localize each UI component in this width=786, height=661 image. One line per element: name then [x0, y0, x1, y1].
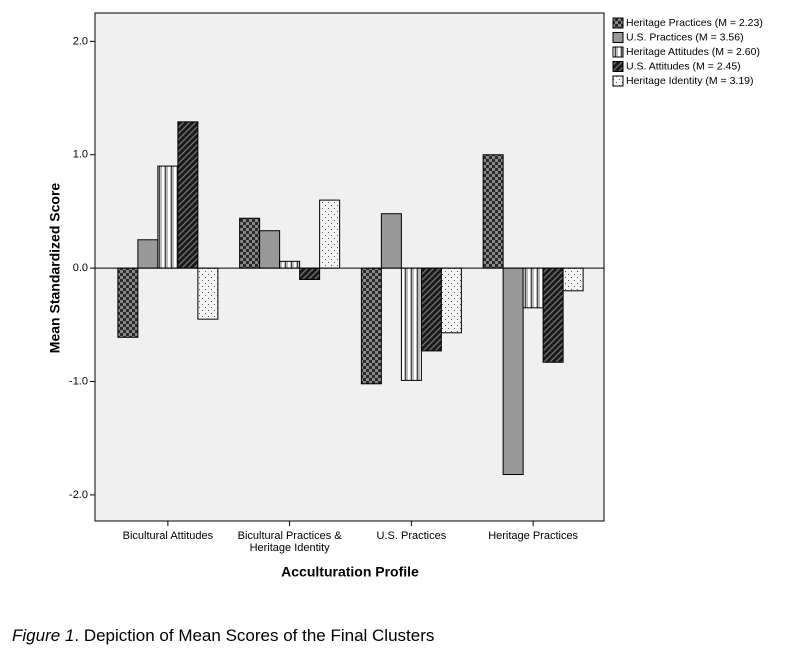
y-axis-title: Mean Standardized Score: [47, 183, 63, 354]
caption: Figure 1. Depiction of Mean Scores of th…: [12, 626, 434, 646]
x-tick-label: Bicultural Attitudes: [122, 530, 214, 542]
bar: [197, 267, 219, 320]
bar: [137, 239, 159, 269]
legend-label: Heritage Identity (M = 3.19): [626, 75, 754, 87]
bar: [259, 230, 281, 269]
bar: [482, 154, 504, 269]
bar: [117, 267, 139, 338]
y-tick-label: -2.0: [69, 489, 88, 501]
caption-text: . Depiction of Mean Scores of the Final …: [74, 626, 435, 645]
x-tick-label: U.S. Practices: [376, 530, 447, 542]
y-tick-label: -1.0: [69, 375, 88, 387]
bar: [380, 213, 402, 269]
bar: [157, 165, 179, 269]
legend-swatch: [612, 75, 624, 87]
legend-swatch: [612, 17, 624, 29]
x-tick-label: Heritage Practices: [488, 530, 579, 542]
x-axis-title: Acculturation Profile: [281, 564, 419, 580]
bar: [420, 267, 442, 352]
legend-label: U.S. Practices (M = 3.56): [626, 31, 744, 43]
legend-swatch: [612, 32, 624, 43]
legend-swatch: [612, 46, 624, 58]
legend-label: Heritage Practices (M = 2.23): [626, 17, 763, 29]
bar: [319, 199, 341, 269]
bar: [279, 260, 301, 269]
bar: [177, 121, 199, 269]
bar: [360, 267, 382, 385]
y-tick-label: 1.0: [73, 149, 88, 161]
bar: [522, 267, 544, 309]
caption-label: Figure 1: [12, 626, 75, 645]
bar: [502, 267, 524, 476]
legend-label: Heritage Attitudes (M = 2.60): [626, 46, 760, 58]
y-tick-label: 2.0: [73, 35, 88, 47]
legend-label: U.S. Attitudes (M = 2.45): [626, 60, 741, 72]
legend-swatch: [612, 61, 624, 72]
bar: [299, 267, 321, 280]
bar: [562, 267, 584, 292]
x-tick-label: Bicultural Practices & Heritage Identity: [237, 530, 342, 554]
bar: [400, 267, 422, 381]
bar: [542, 267, 564, 363]
y-tick-label: 0.0: [73, 262, 88, 274]
bar: [239, 217, 261, 269]
bar: [440, 267, 462, 334]
